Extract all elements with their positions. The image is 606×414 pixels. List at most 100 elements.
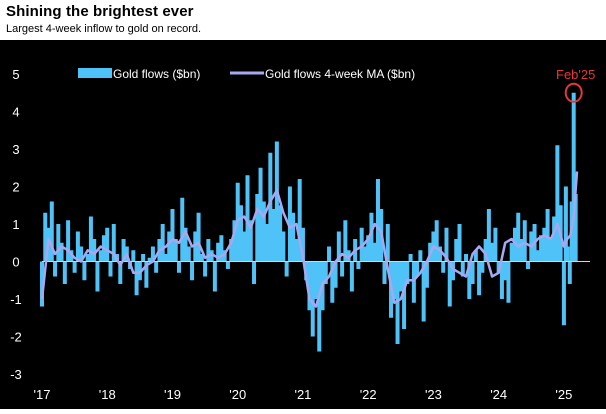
x-tick-label: '23	[425, 387, 442, 402]
flow-bar	[111, 224, 116, 262]
flow-bar	[196, 212, 201, 262]
flow-bar	[225, 261, 230, 269]
x-tick-label: '19	[164, 387, 181, 402]
flow-bar	[323, 261, 328, 284]
flow-bar	[180, 197, 185, 262]
flow-bar	[265, 224, 270, 262]
flow-bar	[382, 261, 387, 284]
flow-bar	[294, 239, 299, 262]
flow-bar	[415, 261, 420, 277]
flow-bar	[150, 246, 155, 262]
flow-bar	[359, 227, 364, 262]
y-axis: 5 4 3 2 1 0 -1 -2 -3	[10, 67, 22, 382]
flow-bar	[392, 261, 397, 299]
flow-bar	[499, 261, 504, 299]
y-tick-label: 4	[12, 105, 19, 120]
flow-bar	[144, 261, 149, 288]
legend: Gold flows ($bn) Gold flows 4-week MA ($…	[78, 67, 415, 81]
x-tick-label: '17	[34, 387, 51, 402]
x-tick-label: '24	[490, 387, 507, 402]
flow-bar	[539, 235, 544, 262]
flow-bar	[349, 261, 354, 292]
ma-series-line	[40, 171, 579, 308]
flow-bar	[297, 179, 302, 262]
y-tick-label: -3	[10, 367, 22, 382]
flow-bar	[281, 231, 286, 262]
flow-bar	[199, 254, 204, 262]
flow-bar	[375, 179, 380, 262]
flow-bar	[408, 254, 413, 262]
flow-bar	[567, 261, 572, 284]
flow-bar	[163, 254, 168, 262]
flow-bar	[563, 186, 568, 262]
annotation-ring	[564, 82, 583, 103]
flow-bar	[209, 250, 214, 262]
flow-bar	[526, 261, 531, 269]
flow-bar	[447, 261, 452, 307]
flow-bar	[385, 224, 390, 262]
ma-line	[40, 171, 579, 308]
flow-bar	[229, 239, 234, 262]
flow-bar	[255, 194, 260, 262]
flow-bar	[206, 239, 211, 262]
flow-bar	[75, 231, 80, 262]
flow-bar	[62, 261, 67, 284]
chart-title: Shining the brightest ever	[6, 3, 194, 20]
flow-bar	[92, 239, 97, 262]
flow-bar	[314, 261, 318, 299]
flow-bar	[555, 145, 560, 262]
flow-bar	[219, 235, 224, 262]
flow-bar	[343, 220, 348, 262]
y-tick-label: 5	[12, 67, 19, 82]
flow-bar	[141, 254, 146, 262]
flow-bar	[519, 239, 524, 262]
flow-bar	[167, 231, 172, 262]
flow-bar	[467, 261, 472, 299]
flow-bar	[336, 231, 341, 262]
flow-bar	[154, 261, 159, 273]
flow-bar	[457, 224, 462, 262]
flow-bar	[278, 205, 283, 262]
x-axis: '17 '18 '19 '20 '21 '22 '23 '24 '25	[34, 387, 573, 402]
flow-bar	[444, 227, 449, 262]
y-tick-label: -1	[10, 292, 22, 307]
flow-bar	[53, 261, 58, 277]
x-tick-label: '18	[99, 387, 116, 402]
chart-subtitle: Largest 4-week inflow to gold on record.	[6, 23, 202, 35]
flow-bar	[245, 175, 250, 262]
flow-bar	[252, 261, 257, 284]
flow-bar	[460, 261, 465, 277]
flow-bar	[232, 220, 237, 262]
flow-bar	[330, 261, 335, 303]
flow-bar	[333, 261, 338, 288]
flow-bar	[490, 242, 495, 262]
y-tick-label: 3	[12, 142, 19, 157]
flow-bar	[366, 235, 371, 262]
flow-bar	[190, 261, 195, 281]
flow-bar	[56, 224, 61, 262]
flow-bar	[186, 246, 191, 262]
x-tick-label: '20	[229, 387, 246, 402]
flow-bar	[160, 224, 165, 262]
flow-bar	[503, 261, 508, 281]
flow-bar	[177, 261, 181, 273]
flow-bar	[307, 261, 312, 311]
flow-bar	[274, 141, 279, 262]
flow-bar	[372, 242, 377, 262]
flow-bar	[480, 261, 485, 273]
flow-bar	[565, 246, 570, 262]
flow-bar	[85, 254, 90, 262]
flow-bar	[131, 250, 136, 262]
legend-label-flows: Gold flows ($bn)	[113, 67, 200, 81]
legend-label-ma: Gold flows 4-week MA ($bn)	[265, 67, 415, 81]
flow-bar	[470, 261, 475, 284]
flow-bar	[203, 261, 208, 277]
flow-bar	[441, 261, 446, 273]
chart-panel: 5 4 3 2 1 0 -1 -2 -3 '17 '18 '19 '20 '21 '22 '23 '24 '25…	[0, 40, 606, 409]
flow-bar	[405, 261, 410, 284]
flow-bar	[571, 92, 576, 262]
flow-bar	[222, 250, 227, 262]
flow-bar	[483, 239, 488, 262]
flow-bar	[437, 246, 442, 262]
flow-bar	[193, 231, 198, 262]
